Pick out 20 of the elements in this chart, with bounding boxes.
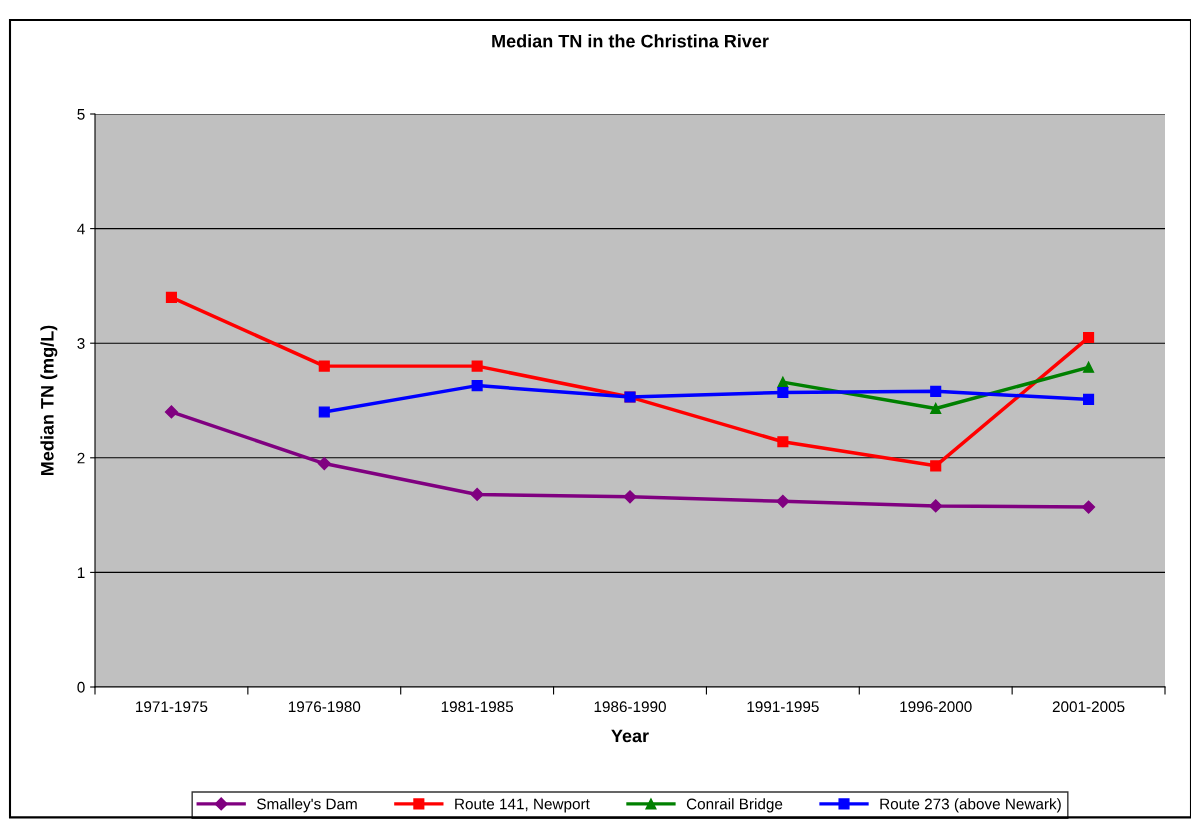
x-tick-label: 1986-1990 xyxy=(594,701,666,713)
y-tick-label: 3 xyxy=(77,338,85,349)
x-tick-label: 1976-1980 xyxy=(288,701,361,713)
y-tick-label: 0 xyxy=(77,681,85,693)
x-tick-label: 2001-2005 xyxy=(1052,701,1125,713)
x-axis-title: Year xyxy=(611,729,649,743)
x-tick-label: 1996-2000 xyxy=(900,701,972,713)
x-tick-label: 1981-1985 xyxy=(441,701,514,713)
y-tick-label: 4 xyxy=(77,223,85,235)
legend-label: Route 141, Newport xyxy=(455,798,590,813)
chart-title: Median TN in the Christina River xyxy=(492,34,769,48)
x-tick-label: 1971-1975 xyxy=(136,701,208,713)
legend-label: Conrail Bridge xyxy=(686,798,783,813)
legend-label: Route 273 (above Newark) xyxy=(880,798,1061,813)
legend-label: Smalley's Dam xyxy=(257,798,357,813)
y-tick-label: 1 xyxy=(77,567,85,578)
y-tick-label: 2 xyxy=(77,452,85,464)
x-tick-label: 1991-1995 xyxy=(747,701,819,713)
y-axis-title: Median TN (mg/L) xyxy=(40,325,58,476)
y-tick-label: 5 xyxy=(77,109,85,120)
